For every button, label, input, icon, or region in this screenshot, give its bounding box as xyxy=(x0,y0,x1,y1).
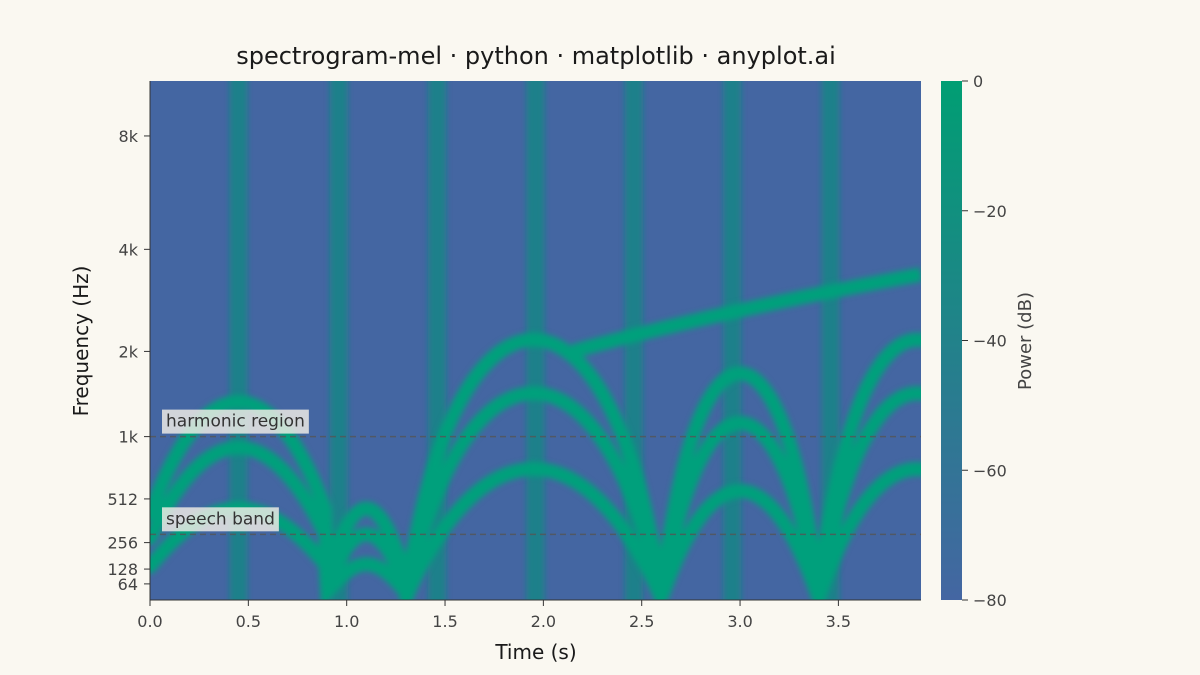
y-tick-label: 64 xyxy=(118,575,138,594)
x-tick-label: 1.0 xyxy=(334,612,359,631)
colorbar-label: Power (dB) xyxy=(1015,292,1036,390)
y-tick-label: 1k xyxy=(119,428,139,447)
annotation-label-0: harmonic region xyxy=(166,412,305,432)
colorbar-tick-label: −80 xyxy=(973,591,1007,610)
y-tick-label: 512 xyxy=(107,490,138,509)
reference-lines xyxy=(150,435,921,536)
x-axis-label: Time (s) xyxy=(494,640,576,664)
chart-title: spectrogram-mel · python · matplotlib · … xyxy=(236,42,836,70)
colorbar-tick-label: −40 xyxy=(973,332,1007,351)
y-tick-label: 2k xyxy=(119,342,139,361)
x-tick-label: 3.0 xyxy=(727,612,752,631)
transient-band-1 xyxy=(329,81,348,600)
annotations: harmonic region speech band xyxy=(162,409,309,532)
x-axis: 0.0 0.5 1.0 1.5 2.0 2.5 3.0 3.5 xyxy=(137,599,921,631)
x-tick-label: 2.0 xyxy=(531,612,556,631)
x-tick-label: 2.5 xyxy=(629,612,654,631)
y-tick-label: 4k xyxy=(119,240,139,259)
y-axis-label: Frequency (Hz) xyxy=(69,266,93,417)
annotation-box-0 xyxy=(162,409,309,434)
x-tick-label: 0.0 xyxy=(137,612,162,631)
colorbar-gradient xyxy=(941,81,962,600)
annotation-label-1: speech band xyxy=(166,509,275,529)
x-tick-label: 0.5 xyxy=(236,612,261,631)
y-tick-label: 256 xyxy=(107,534,138,553)
colorbar-tick-label: 0 xyxy=(973,72,983,91)
x-tick-label: 1.5 xyxy=(432,612,457,631)
colorbar-ticks: 0 −20 −40 −60 −80 xyxy=(962,72,1007,610)
x-tick-label: 3.5 xyxy=(826,612,851,631)
harmonic-2 xyxy=(150,386,921,600)
annotation-box-1 xyxy=(162,507,279,532)
y-tick-label: 8k xyxy=(119,127,139,146)
transient-band-5 xyxy=(723,81,742,600)
chirp-sweep xyxy=(571,267,921,359)
colorbar-tick-label: −20 xyxy=(973,202,1007,221)
transient-band-0 xyxy=(229,81,248,600)
colorbar: 0 −20 −40 −60 −80 Power (dB) xyxy=(941,72,1036,610)
y-tick-label: 128 xyxy=(107,560,138,579)
colorbar-tick-label: −60 xyxy=(973,461,1007,480)
